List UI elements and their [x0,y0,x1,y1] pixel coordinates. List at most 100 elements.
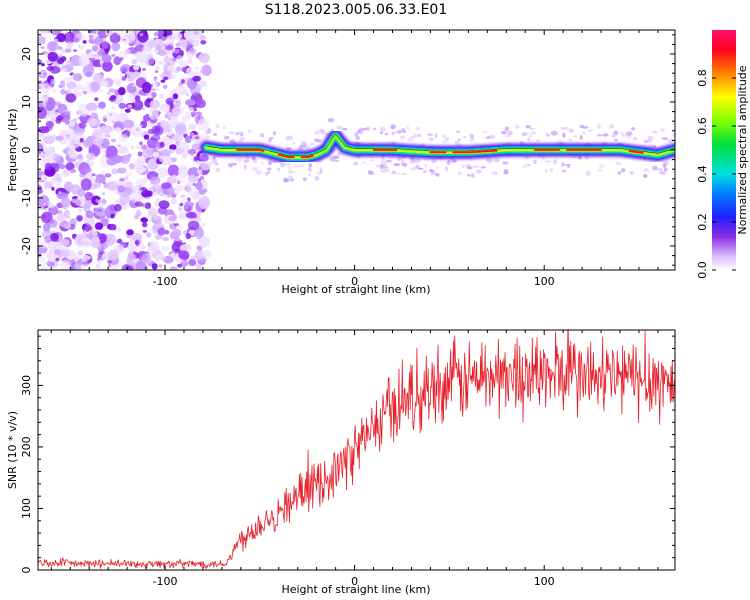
noise-blob [195,182,203,191]
noise-blob [146,137,159,149]
snr-panel: -100 0 100 0 100 200 300 Height of straight li… [6,329,676,596]
ridge-scatter [643,168,650,173]
noise-blob [102,117,108,123]
snr-series-line [38,330,675,569]
noise-blob [105,30,114,37]
noise-blob [163,56,171,64]
noise-blob [180,79,185,84]
ridge-scatter [501,131,507,135]
noise-blob [176,66,181,72]
ridge-scatter [390,124,396,130]
noise-blob [84,225,93,232]
noise-blob [38,36,46,45]
noise-blob [156,166,168,179]
ridge-scatter [647,138,653,142]
noise-blob [78,117,81,119]
ridge-hot-red [236,149,265,152]
noise-blob [82,40,87,44]
noise-blob [202,188,208,193]
noise-blob [40,83,51,94]
noise-blob [175,147,183,155]
noise-blob [79,45,85,50]
noise-blob [101,54,112,63]
ridge-scatter [237,140,244,143]
noise-blob [92,30,97,35]
noise-blob [161,36,166,41]
noise-blob [38,106,47,119]
noise-blob [161,245,170,251]
noise-blob [128,163,135,170]
ridge-scatter [372,127,377,130]
ridge-scatter [615,161,622,165]
ridge-scatter [228,131,235,135]
noise-blob [171,241,184,254]
ridge-scatter [412,133,417,139]
ridge-scatter [552,159,558,165]
colorbar-tick-label: 0.8 [696,69,709,87]
noise-blob [113,56,122,66]
ridge-scatter [264,172,269,177]
noise-blob [54,249,59,255]
ridge-scatter [451,160,457,163]
ridge-scatter [626,136,632,139]
noise-blob [137,30,149,43]
noise-blob [115,200,120,204]
ridge-scatter [442,140,446,144]
noise-blob [117,146,129,154]
ridge-scatter [318,139,322,143]
noise-blob [149,84,153,88]
noise-blob [184,184,188,187]
ridge-scatter [379,164,385,170]
ridge-scatter [414,158,421,164]
noise-blob [163,194,168,199]
snr-ticks: -100 0 100 0 100 200 300 [20,330,675,588]
noise-blob [164,44,174,51]
noise-blob [110,105,116,110]
noise-blob [110,138,117,143]
ridge-scatter [215,167,221,173]
noise-blob [169,144,177,151]
ridge-scatter [533,159,537,164]
ridge-scatter [417,167,424,170]
noise-blob [157,227,166,236]
noise-blob [80,178,92,191]
noise-blob [94,174,106,184]
ridge-scatter [475,169,482,174]
ridge-scatter [457,138,461,142]
noise-blob [178,207,182,211]
ridge-scatter [381,157,385,161]
y-tick-label: 300 [20,375,33,396]
ridge-scatter [268,138,272,143]
noise-blob [134,239,140,245]
noise-blob [187,220,200,230]
noise-blob [201,208,205,213]
noise-blob [181,246,188,252]
ridge-scatter [397,156,402,160]
ridge-scatter [298,147,303,150]
noise-blob [61,111,71,118]
noise-blob [48,244,55,251]
ridge-scatter [243,164,247,170]
noise-blob [141,144,148,150]
noise-blob [170,149,175,154]
noise-blob [38,240,47,249]
ridge-scatter [442,134,447,139]
ridge-scatter [393,163,401,167]
noise-blob [48,110,59,119]
ridge-scatter [669,138,674,143]
ridge-scatter [222,126,226,130]
ridge-scatter [525,124,531,129]
noise-blob [159,48,170,57]
noise-blob [157,30,167,35]
noise-blob [55,176,61,181]
noise-blob [187,149,197,155]
noise-blob [168,216,177,221]
noise-blob [133,64,140,71]
noise-blob [85,241,90,246]
ridge-scatter [252,160,258,164]
noise-blob [146,190,153,197]
ridge-scatter [273,160,278,164]
ridge-scatter [236,157,243,163]
noise-blob [91,173,96,176]
